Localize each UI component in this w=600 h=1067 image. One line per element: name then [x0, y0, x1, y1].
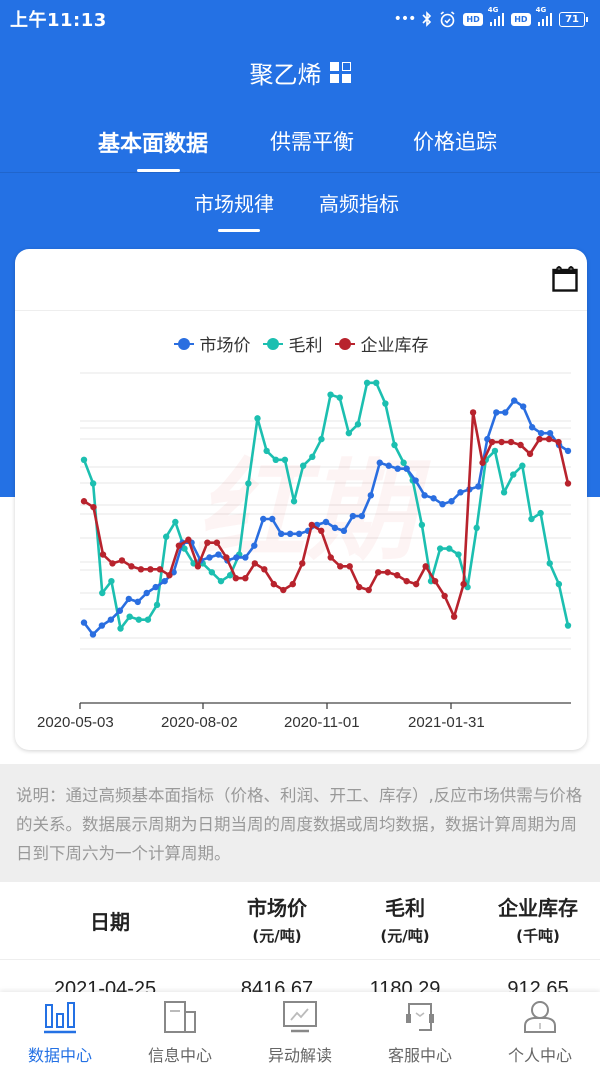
chart-legend: 市场价 毛利 企业库存 [15, 331, 587, 356]
table-header: 日期 市场价 (元/吨) 毛利 (元/吨) 企业库存 (千吨) [0, 882, 600, 960]
column-header-inventory: 企业库存 (千吨) [498, 896, 578, 945]
news-icon [164, 1001, 196, 1033]
tab-fundamental-data[interactable]: 基本面数据 [98, 132, 209, 157]
svg-text:红期: 红期 [195, 447, 431, 575]
status-time: 上午11:13 [10, 10, 107, 31]
sub-tab-indicator [218, 229, 260, 232]
tab-supply-demand[interactable]: 供需平衡 [270, 130, 354, 154]
calendar-icon[interactable] [552, 265, 578, 292]
hd-icon-2: HD [511, 12, 531, 26]
nav-personal-center[interactable]: 个人中心 [480, 992, 600, 1067]
nav-label: 客服中心 [387, 1046, 452, 1065]
headset-icon [406, 1003, 434, 1031]
battery-icon: 71 [559, 11, 588, 27]
nav-anomaly-analysis[interactable]: 异动解读 [240, 992, 360, 1067]
nav-data-center[interactable]: 数据中心 [0, 992, 120, 1067]
signal-4g-icon: 4G [488, 6, 505, 26]
tab-price-tracking[interactable]: 价格追踪 [413, 130, 497, 154]
alarm-icon [440, 10, 455, 27]
nav-label: 信息中心 [147, 1046, 212, 1065]
legend-label-margin: 毛利 [288, 336, 323, 356]
legend-marker-inventory [334, 337, 355, 350]
chart-card-header [15, 249, 587, 311]
bluetooth-icon [422, 11, 432, 27]
sub-tabs: 市场规律 高频指标 [0, 184, 600, 234]
monitor-trend-icon [283, 1001, 317, 1033]
status-icons: ••• HD 4G HD 4G 71 [393, 6, 588, 28]
signal-4g-icon-2: 4G [536, 6, 553, 26]
subtab-market-pattern[interactable]: 市场规律 [194, 192, 274, 216]
legend-marker-margin [262, 337, 283, 350]
user-icon [524, 1001, 556, 1033]
legend-marker-price [173, 337, 194, 350]
main-tabs: 基本面数据 供需平衡 价格追踪 [0, 118, 600, 172]
description-text: 说明：通过高频基本面指标（价格、利润、开工、库存）,反应市场供需与价格的关系。数… [0, 764, 600, 882]
x-tick-label: 2021-01-31 [408, 714, 485, 731]
nav-label: 数据中心 [27, 1046, 92, 1065]
line-chart[interactable]: 红期 [15, 249, 587, 750]
legend-label-inventory: 企业库存 [360, 336, 429, 356]
chart-card: 市场价 毛利 企业库存 红期 2020-05-03 2020-08-02 202… [15, 249, 587, 750]
legend-item-margin[interactable]: 毛利 [262, 331, 323, 356]
nav-label: 异动解读 [267, 1046, 332, 1065]
main-tab-indicator [137, 169, 180, 172]
grid-icon[interactable] [329, 62, 351, 83]
more-dots-icon: ••• [393, 11, 417, 27]
hd-icon: HD [463, 12, 483, 26]
bar-chart-icon [44, 1002, 76, 1034]
column-header-date: 日期 [90, 910, 130, 934]
x-tick-label: 2020-05-03 [37, 714, 114, 731]
legend-item-inventory[interactable]: 企业库存 [334, 331, 429, 356]
nav-customer-service[interactable]: 客服中心 [360, 992, 480, 1067]
status-bar: 上午11:13 ••• HD 4G HD 4G 71 [0, 0, 600, 38]
legend-label-price: 市场价 [199, 336, 251, 356]
bottom-navigation: 数据中心 信息中心 异动解读 客服中心 个人 [0, 992, 600, 1067]
x-tick-label: 2020-11-01 [284, 714, 360, 731]
page-title-row: 聚乙烯 [0, 55, 600, 90]
subtab-high-frequency[interactable]: 高频指标 [319, 192, 399, 216]
column-header-margin: 毛利 (元/吨) [380, 896, 430, 945]
tab-divider [0, 172, 600, 173]
nav-info-center[interactable]: 信息中心 [120, 992, 240, 1067]
x-tick-label: 2020-08-02 [161, 714, 238, 731]
nav-label: 个人中心 [507, 1046, 572, 1065]
legend-item-price[interactable]: 市场价 [173, 331, 251, 356]
page-title: 聚乙烯 [249, 61, 322, 89]
column-header-price: 市场价 (元/吨) [247, 896, 307, 945]
